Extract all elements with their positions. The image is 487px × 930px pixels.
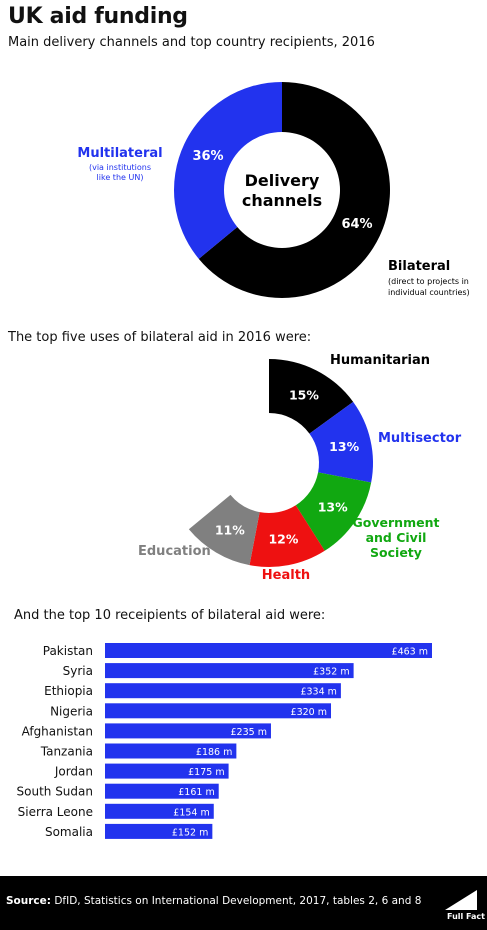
source-text: DfID, Statistics on International Develo… [50, 895, 422, 907]
category-label-government: and Civil [366, 530, 427, 545]
donut-slice-government-and-civil-society [295, 472, 372, 551]
full-fact-logo-icon [445, 890, 477, 910]
bar-category-label: Tanzania [40, 745, 93, 759]
donut-slice-multilateral [174, 82, 282, 259]
donut-center-label: channels [242, 191, 322, 210]
slice-value-label: 11% [215, 522, 245, 537]
bar [105, 823, 213, 839]
series-note-bilateral: individual countries) [388, 288, 470, 297]
page-subtitle: Main delivery channels and top country r… [8, 35, 375, 50]
footer: Source: DfID, Statistics on Internationa… [0, 876, 487, 930]
slice-value-label: 13% [318, 499, 348, 514]
category-label-government: Society [370, 545, 422, 560]
bar [105, 703, 332, 719]
bar [105, 763, 229, 779]
bar-value-label: £175 m [188, 767, 224, 778]
recipients-bar-chart: Pakistan £463 m Syria £352 m Ethiopia £334 m N… [17, 643, 432, 839]
series-note-multilateral: like the UN) [97, 173, 144, 182]
bar [105, 723, 271, 739]
slice-value-label: 36% [192, 149, 223, 164]
bar-category-label: Sierra Leone [18, 805, 93, 819]
section-heading-uses: The top five uses of bilateral aid in 20… [8, 330, 312, 345]
bar-value-label: £463 m [392, 647, 428, 658]
bar [105, 803, 214, 819]
bar [105, 683, 341, 699]
donut-slice-multisector [309, 401, 373, 483]
bar-value-label: £235 m [231, 727, 267, 738]
bar-category-label: Pakistan [43, 644, 93, 658]
donut-slice-humanitarian [269, 359, 354, 434]
series-note-bilateral: (direct to projects in [388, 277, 469, 286]
bar-value-label: £334 m [300, 687, 336, 698]
donut-center-label: Delivery [245, 171, 320, 190]
slice-value-label: 64% [341, 217, 372, 232]
bar-value-label: £161 m [178, 787, 214, 798]
bar-value-label: £152 m [172, 827, 208, 838]
page-title: UK aid funding [8, 4, 188, 29]
bar-value-label: £320 m [291, 707, 327, 718]
bar-value-label: £186 m [196, 747, 232, 758]
source-note: Source: DfID, Statistics on Internationa… [6, 895, 421, 907]
bar [105, 743, 237, 759]
series-name-bilateral: Bilateral [388, 259, 450, 274]
bar-value-label: £352 m [313, 667, 349, 678]
bar-value-label: £154 m [173, 807, 209, 818]
bar [105, 663, 354, 679]
series-name-multilateral: Multilateral [77, 146, 162, 161]
donut-slice-education [188, 494, 260, 566]
bar-category-label: South Sudan [17, 785, 94, 799]
category-label-humanitarian: Humanitarian [330, 353, 430, 368]
donut-slice-health [249, 505, 325, 568]
category-label-health: Health [262, 568, 310, 583]
bar [105, 783, 219, 799]
bar-category-label: Jordan [54, 765, 93, 779]
full-fact-logo-text: Full Fact [447, 912, 485, 921]
section-heading-recipients: And the top 10 receipients of bilateral … [14, 608, 326, 623]
slice-value-label: 12% [268, 532, 298, 547]
bar-category-label: Syria [63, 664, 93, 678]
slice-value-label: 13% [329, 439, 359, 454]
source-label: Source: [6, 895, 51, 907]
series-note-multilateral: (via institutions [89, 163, 151, 172]
bar-category-label: Ethiopia [44, 684, 93, 698]
bar-category-label: Nigeria [50, 704, 93, 718]
bar [105, 643, 432, 658]
category-label-government: Government [353, 515, 440, 530]
bilateral-uses-donut: 15% 13% 13% 12% 11% Humanitarian Multisector Go… [138, 353, 462, 583]
category-label-multisector: Multisector [378, 431, 462, 446]
category-label-education: Education [138, 544, 211, 559]
donut-slice-bilateral [198, 82, 390, 299]
bar-category-label: Afghanistan [22, 724, 93, 738]
bar-category-label: Somalia [45, 825, 93, 839]
slice-value-label: 15% [289, 387, 319, 402]
